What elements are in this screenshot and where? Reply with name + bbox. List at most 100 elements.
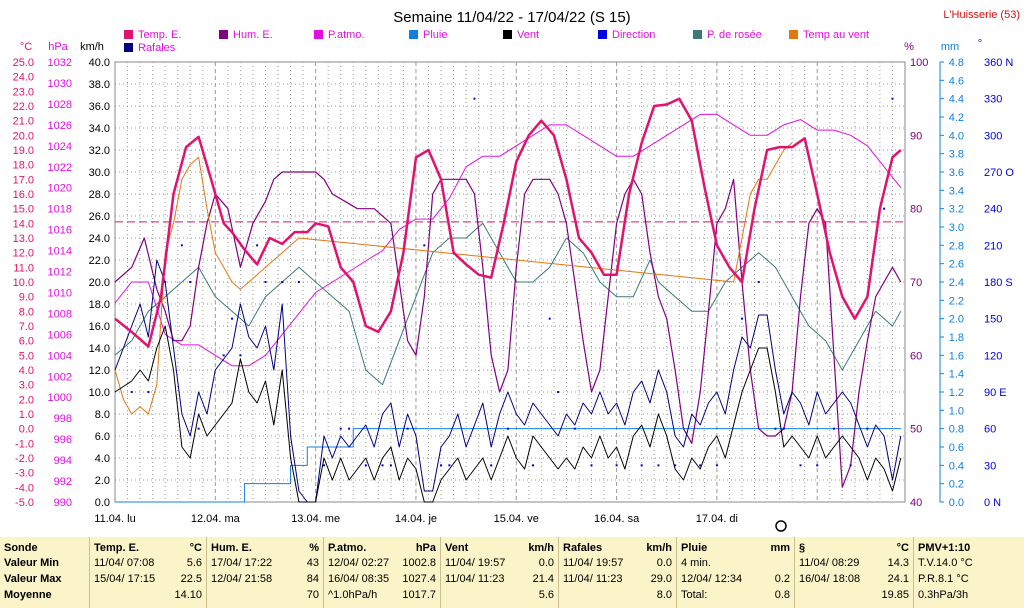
temp-tick: 10.0 (13, 277, 34, 289)
temp-min-date: 11/04/ 07:08 (94, 557, 155, 569)
vent-unit: km/h (528, 542, 554, 554)
pres-tick: 1004 (48, 350, 72, 362)
day-tick: 16.04. sa (594, 513, 640, 525)
temp-tick: -1.0 (15, 438, 34, 450)
direction-point (440, 464, 443, 467)
dir-tick: 180 S (984, 277, 1013, 289)
direction-point (699, 464, 702, 467)
wind-tick: 6.0 (95, 431, 110, 443)
weather-chart: Temp. E. Hum. E. P.atmo. Pluie Vent Direction… (13, 9, 1020, 532)
temp-tick: 17.0 (13, 174, 34, 186)
wind-tick: 32.0 (89, 145, 110, 157)
series-line-pluie (115, 428, 901, 503)
legend-label: P. de rosée (707, 29, 762, 41)
rain-tick: 3.8 (949, 149, 964, 161)
wind-tick: 30.0 (89, 167, 110, 179)
legend-label: P.atmo. (328, 29, 365, 41)
temp-title: Temp. E. (94, 542, 140, 554)
direction-point (180, 244, 183, 247)
rain-tick: 3.2 (949, 204, 964, 216)
pres-tick: 1018 (48, 204, 72, 216)
direction-point (264, 281, 267, 283)
legend-label: Vent (517, 29, 539, 41)
legend-swatch (219, 30, 228, 39)
direction-point (615, 464, 618, 467)
wind-tick: 36.0 (89, 101, 110, 113)
direction-point (573, 427, 576, 430)
hum-max-value: 84 (306, 573, 319, 585)
rain-tick: 2.4 (949, 277, 964, 289)
legend-label: Temp au vent (803, 29, 869, 41)
table-col-hum: Hum. E.% 17/04/ 17:22 43 12/04/ 21:58 84 7… (207, 537, 323, 608)
table-col-sonde: Sonde Valeur Min Valeur Max Moyenne (0, 537, 90, 608)
temp-tick: 2.0 (19, 394, 34, 406)
direction-point (281, 281, 284, 283)
pluie-unit: mm (770, 542, 790, 554)
temp-tick: -3.0 (15, 468, 34, 480)
rain-tick: 0.4 (949, 460, 964, 472)
temp-tick: 0.0 (19, 424, 34, 436)
table-col-pluie: Pluie mm 4 min. 12/04/ 12:34 0.2 Total: 0.8 (677, 537, 794, 608)
direction-point (189, 281, 192, 283)
temp-tick: -5.0 (15, 497, 34, 509)
pres-tick: 1028 (48, 99, 72, 111)
direction-point (782, 427, 785, 430)
direction-point (322, 464, 325, 467)
dir-tick: 330 (984, 94, 1002, 106)
hum-min-value: 43 (306, 557, 319, 569)
pres-tick: 1008 (48, 308, 72, 320)
vent-mean-value: 5.6 (538, 589, 554, 601)
summary-table: Sonde Valeur Min Valeur Max Moyenne Temp… (0, 537, 1024, 608)
series-line-p-de-ros-e (114, 222, 902, 386)
rain-tick: 0.2 (949, 479, 964, 491)
wind-tick: 16.0 (89, 321, 110, 333)
day-tick: 15.04. ve (494, 513, 539, 525)
direction-point (640, 464, 643, 467)
rain-tick: 3.0 (949, 222, 964, 234)
table-col-pres: P.atmo. hPa 12/04/ 02:27 1002.8 16/04/ 08:… (324, 537, 440, 608)
hum-title: Hum. E. (211, 542, 252, 554)
direction-point (147, 391, 150, 393)
temp-tick: 16.0 (13, 189, 34, 201)
wind-tick: 2.0 (95, 475, 110, 487)
chart-axes: °C hPa km/h% mm ° 25.0 24.0 23.0 22.0 21.0 20.0 19.… (13, 38, 1015, 525)
temp-tick: 24.0 (13, 72, 34, 84)
pres-min-date: 12/04/ 02:27 (328, 557, 390, 569)
pluie-title: Pluie (681, 542, 708, 554)
pres-tick: 990 (54, 497, 72, 509)
wind-axis-unit: km/h (80, 41, 104, 53)
rafales-min-date: 11/04/ 19:57 (563, 557, 624, 569)
table-col-vent: Vent km/h 11/04/ 19:57 0.0 11/04/ 11:23 21.… (441, 537, 558, 608)
vent-max-value: 21.4 (532, 573, 554, 585)
rain-tick: 3.4 (949, 185, 964, 197)
pres-tick: 998 (54, 413, 72, 425)
legend-swatch (693, 30, 702, 39)
vent-min-date: 11/04/ 19:57 (445, 557, 506, 569)
s-title: § (799, 542, 806, 554)
day-tick: 14.04. je (395, 513, 437, 525)
hum-tick: 50 (910, 424, 922, 436)
temp-tick: 23.0 (13, 86, 34, 98)
pres-unit: hPa (415, 542, 436, 554)
table-col-temp: Temp. E. °C 11/04/ 07:08 5.6 15/04/ 17:15 2… (90, 537, 206, 608)
temp-tick: 11.0 (13, 262, 34, 274)
series-line-temp-e- (114, 97, 902, 348)
wind-tick: 28.0 (89, 189, 110, 201)
legend-swatch (789, 30, 798, 39)
wind-tick: 24.0 (89, 233, 110, 245)
hum-tick: 80 (910, 204, 922, 216)
pmv-r3: 0.3hPa/3h (918, 589, 969, 601)
dir-tick: 60 (984, 424, 996, 436)
pluie-total-value: 0.8 (774, 589, 790, 601)
dir-tick: 300 (984, 130, 1002, 142)
direction-point (381, 464, 384, 467)
hum-tick: 90 (910, 130, 922, 142)
direction-point (130, 391, 133, 393)
vent-max-date: 11/04/ 11:23 (445, 573, 505, 585)
chart-series (114, 97, 905, 503)
direction-point (883, 207, 886, 210)
series-line-p-atmo- (114, 113, 902, 367)
chart-grid (114, 61, 906, 503)
rain-tick: 2.6 (949, 259, 964, 271)
pres-tick: 1010 (48, 287, 72, 299)
